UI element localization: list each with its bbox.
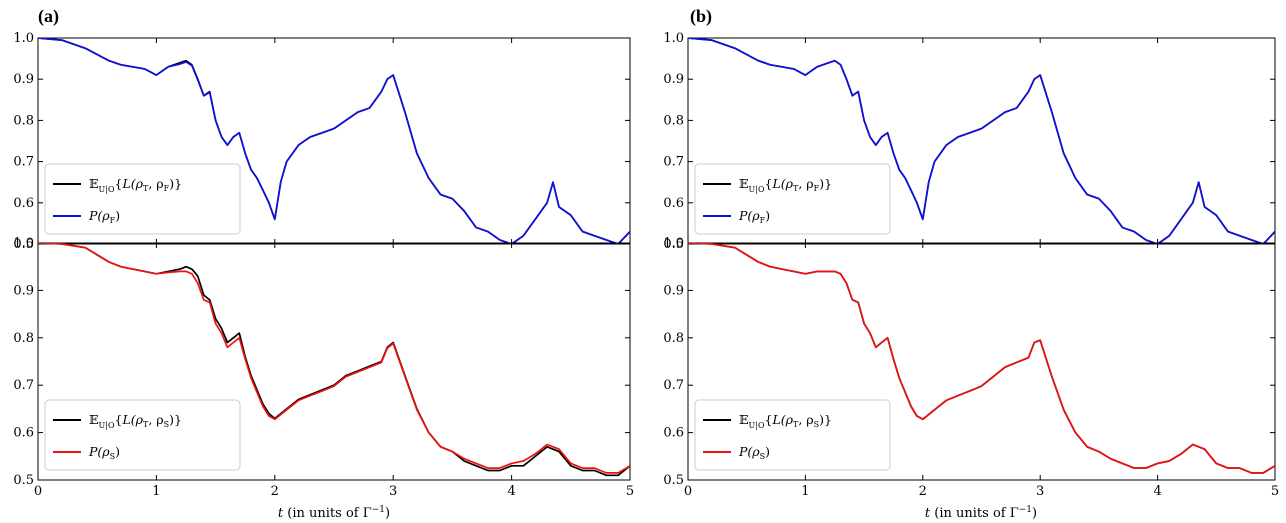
y-tick-label: 0.5 [13, 473, 34, 488]
y-tick-label: 1.0 [13, 31, 34, 46]
legend-entry: P(ρF) [738, 208, 770, 225]
legend-entry: 𝔼U|O{L(ρT, ρF)} [89, 176, 182, 194]
y-tick-label: 0.5 [663, 473, 684, 488]
legend-entry: P(ρF) [88, 208, 120, 225]
legend-box [44, 399, 241, 471]
series-line-1 [688, 38, 1275, 244]
chart-a-top: 0.5 0.6 0.7 0.8 0.9 1.0 𝔼U|O{L(ρT, ρF)} P(ρF) [13, 31, 631, 252]
y-tick-label: 0.8 [13, 113, 34, 128]
y-tick-label: 0.8 [663, 331, 684, 346]
y-tick-label: 0.6 [663, 196, 684, 211]
y-tick-label: 0.6 [663, 426, 684, 441]
panel-label-b: (b) [690, 6, 712, 27]
x-axis-label-a: t (in units of Γ−1) [278, 505, 390, 521]
y-tick-label: 0.8 [663, 113, 684, 128]
x-tick-label: 1 [801, 484, 809, 499]
legend: 𝔼U|O{L(ρT, ρF)} P(ρF) [694, 163, 891, 235]
plot-frame [687, 242, 1276, 481]
y-tick-label: 0.7 [13, 378, 34, 393]
y-tick-label: 1.0 [13, 236, 34, 251]
x-axis-label-b: t (in units of Γ−1) [925, 505, 1037, 521]
y-tick-label: 0.7 [13, 155, 34, 170]
plot-frame [37, 242, 631, 481]
x-tick-label: 2 [919, 484, 927, 499]
legend: 𝔼U|O{L(ρT, ρS)} P(ρS) [44, 399, 241, 471]
legend-entry: P(ρS) [738, 444, 770, 461]
x-tick-label: 1 [152, 484, 160, 499]
y-tick-label: 0.9 [13, 283, 34, 298]
x-tick-label: 0 [34, 484, 42, 499]
y-tick-label: 0.9 [13, 72, 34, 87]
x-tick-label: 3 [1036, 484, 1044, 499]
plot-frame [37, 37, 631, 245]
y-tick-label: 0.5 [663, 237, 684, 252]
y-tick-label: 0.6 [13, 426, 34, 441]
x-tick-label: 5 [1271, 484, 1279, 499]
chart-a-bottom: 0.5 0.6 0.7 0.8 0.9 1.0 0 1 2 3 4 5 𝔼U|O{L(ρT, ρS)} P… [13, 236, 634, 499]
x-tick-label: 4 [1153, 484, 1161, 499]
legend-entry: 𝔼U|O{L(ρT, ρF)} [739, 176, 832, 194]
series-line-1 [38, 38, 630, 244]
legend-box [694, 399, 891, 471]
series-line-1 [688, 243, 1275, 474]
x-tick-label: 5 [626, 484, 634, 499]
plot-frame [687, 37, 1276, 245]
series-line-0 [38, 243, 630, 477]
legend-entry: 𝔼U|O{L(ρT, ρS)} [739, 412, 832, 430]
legend-box [694, 163, 891, 235]
series-line-1 [38, 243, 630, 474]
x-tick-label: 4 [507, 484, 515, 499]
y-tick-label: 0.8 [13, 331, 34, 346]
x-tick-label: 0 [684, 484, 692, 499]
y-tick-label: 1.0 [663, 31, 684, 46]
y-tick-label: 1.0 [663, 236, 684, 251]
chart-b-bottom: 0.5 0.6 0.7 0.8 0.9 1.0 0 1 2 3 4 5 𝔼U|O{L(ρT, ρS)} P… [663, 236, 1279, 499]
legend: 𝔼U|O{L(ρT, ρS)} P(ρS) [694, 399, 891, 471]
legend-box [44, 163, 241, 235]
y-tick-label: 0.9 [663, 283, 684, 298]
legend-entry: P(ρS) [88, 444, 120, 461]
y-tick-label: 0.7 [663, 378, 684, 393]
y-tick-label: 0.7 [663, 155, 684, 170]
legend: 𝔼U|O{L(ρT, ρF)} P(ρF) [44, 163, 241, 235]
panel-label-a: (a) [38, 6, 59, 27]
y-tick-label: 0.9 [663, 72, 684, 87]
y-tick-label: 0.6 [13, 196, 34, 211]
chart-b-top: 0.5 0.6 0.7 0.8 0.9 1.0 𝔼U|O{L(ρT, ρF)} P(ρF) [663, 31, 1276, 252]
x-tick-label: 2 [271, 484, 279, 499]
legend-entry: 𝔼U|O{L(ρT, ρS)} [89, 412, 182, 430]
y-tick-label: 0.5 [13, 237, 34, 252]
x-tick-label: 3 [389, 484, 397, 499]
